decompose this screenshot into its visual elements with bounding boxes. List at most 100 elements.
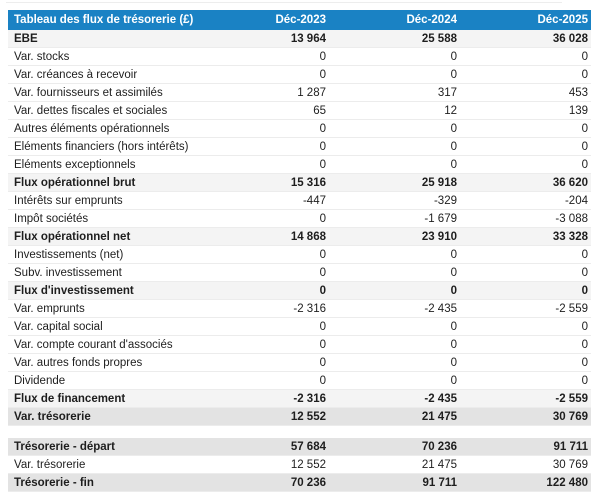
row-label: Dividende bbox=[14, 374, 66, 387]
row-value-dec-2023: 14 868 bbox=[290, 230, 326, 243]
row-value-dec-2023: 0 bbox=[319, 284, 326, 297]
table-row: Eléments financiers (hors intérêts) 0 0 … bbox=[8, 138, 591, 156]
row-label: Var. fournisseurs et assimilés bbox=[14, 86, 163, 99]
column-header-dec-2023: Déc-2023 bbox=[275, 14, 326, 26]
row-value-dec-2025: 33 328 bbox=[552, 230, 588, 243]
table-row: Var. fournisseurs et assimilés 1 287 317… bbox=[8, 84, 591, 102]
row-value-dec-2024: 0 bbox=[450, 338, 457, 351]
row-value-dec-2024: 0 bbox=[450, 158, 457, 171]
row-value-dec-2023: 65 bbox=[313, 104, 326, 117]
row-value-dec-2023: 12 552 bbox=[290, 458, 326, 471]
row-value-dec-2023: 0 bbox=[319, 338, 326, 351]
row-value-dec-2025: 91 711 bbox=[553, 440, 588, 453]
row-value-dec-2024: 25 918 bbox=[421, 176, 457, 189]
table-row: Intérêts sur emprunts -447 -329 -204 bbox=[8, 192, 591, 210]
row-value-dec-2024: -2 435 bbox=[424, 302, 457, 315]
row-value-dec-2023: 0 bbox=[319, 50, 326, 63]
row-value-dec-2024: 25 588 bbox=[421, 32, 457, 45]
section-gap bbox=[8, 426, 591, 438]
row-value-dec-2023: 13 964 bbox=[290, 32, 326, 45]
row-value-dec-2023: -2 316 bbox=[293, 302, 326, 315]
row-value-dec-2024: 0 bbox=[450, 374, 457, 387]
row-label: Var. trésorerie bbox=[14, 410, 91, 423]
row-value-dec-2025: 0 bbox=[581, 320, 588, 333]
table-row: Var. compte courant d'associés 0 0 0 bbox=[8, 336, 591, 354]
table-row: Investissements (net) 0 0 0 bbox=[8, 246, 591, 264]
row-value-dec-2025: -3 088 bbox=[555, 212, 588, 225]
row-label: Investissements (net) bbox=[14, 248, 124, 261]
row-value-dec-2025: 0 bbox=[581, 140, 588, 153]
row-value-dec-2025: 0 bbox=[581, 356, 588, 369]
table-row: Impôt sociétés 0 -1 679 -3 088 bbox=[8, 210, 591, 228]
row-value-dec-2025: -204 bbox=[564, 194, 588, 207]
top-divider bbox=[6, 2, 562, 3]
row-label: Var. trésorerie bbox=[14, 458, 86, 471]
row-label: Var. capital social bbox=[14, 320, 103, 333]
table-row: Var. stocks 0 0 0 bbox=[8, 48, 591, 66]
row-value-dec-2024: -329 bbox=[433, 194, 457, 207]
row-value-dec-2023: 0 bbox=[319, 356, 326, 369]
table-row: Flux opérationnel net 14 868 23 910 33 3… bbox=[8, 228, 591, 246]
row-value-dec-2023: -447 bbox=[302, 194, 326, 207]
table-row: Flux opérationnel brut 15 316 25 918 36 … bbox=[8, 174, 591, 192]
column-header-dec-2024: Déc-2024 bbox=[406, 14, 457, 26]
row-value-dec-2024: 23 910 bbox=[421, 230, 457, 243]
row-value-dec-2023: 15 316 bbox=[290, 176, 326, 189]
row-label: Var. créances à recevoir bbox=[14, 68, 138, 81]
row-value-dec-2025: 30 769 bbox=[552, 458, 588, 471]
row-value-dec-2025: 139 bbox=[568, 104, 588, 117]
row-value-dec-2025: 0 bbox=[581, 284, 588, 297]
row-value-dec-2025: 36 620 bbox=[552, 176, 588, 189]
row-value-dec-2025: 122 480 bbox=[546, 476, 588, 489]
row-label: Impôt sociétés bbox=[14, 212, 89, 225]
row-label: Flux de financement bbox=[14, 392, 126, 405]
table-row: Flux de financement -2 316 -2 435 -2 559 bbox=[8, 390, 591, 408]
row-value-dec-2024: 0 bbox=[450, 266, 457, 279]
row-label: Eléments financiers (hors intérêts) bbox=[14, 140, 189, 153]
row-label: Subv. investissement bbox=[14, 266, 122, 279]
table-row: Eléments exceptionnels 0 0 0 bbox=[8, 156, 591, 174]
row-value-dec-2025: 0 bbox=[581, 374, 588, 387]
row-value-dec-2024: 12 bbox=[444, 104, 457, 117]
row-label: Var. stocks bbox=[14, 50, 70, 63]
row-value-dec-2024: 0 bbox=[450, 284, 457, 297]
row-label: Var. autres fonds propres bbox=[14, 356, 143, 369]
row-value-dec-2023: -2 316 bbox=[293, 392, 326, 405]
row-value-dec-2024: -2 435 bbox=[424, 392, 457, 405]
row-value-dec-2025: 0 bbox=[581, 122, 588, 135]
row-value-dec-2025: 36 028 bbox=[552, 32, 588, 45]
row-value-dec-2024: 0 bbox=[450, 122, 457, 135]
table-header-row: Tableau des flux de trésorerie (£) Déc-2… bbox=[8, 10, 591, 30]
table-row: Var. trésorerie 12 552 21 475 30 769 bbox=[8, 456, 591, 474]
row-value-dec-2025: 0 bbox=[581, 158, 588, 171]
row-value-dec-2025: 30 769 bbox=[552, 410, 588, 423]
row-value-dec-2023: 0 bbox=[319, 248, 326, 261]
table-summary: Trésorerie - départ 57 684 70 236 91 711… bbox=[8, 438, 591, 492]
row-label: Eléments exceptionnels bbox=[14, 158, 136, 171]
row-label: Autres éléments opérationnels bbox=[14, 122, 170, 135]
table-body: EBE 13 964 25 588 36 028 Var. stocks 0 0… bbox=[8, 30, 591, 426]
row-value-dec-2025: 0 bbox=[581, 266, 588, 279]
row-value-dec-2024: 70 236 bbox=[421, 440, 457, 453]
row-value-dec-2024: 21 475 bbox=[421, 458, 457, 471]
table-row: Var. capital social 0 0 0 bbox=[8, 318, 591, 336]
row-value-dec-2023: 12 552 bbox=[290, 410, 326, 423]
column-header-dec-2025: Déc-2025 bbox=[537, 14, 588, 26]
row-value-dec-2024: 0 bbox=[450, 248, 457, 261]
row-value-dec-2023: 0 bbox=[319, 158, 326, 171]
row-label: Var. emprunts bbox=[14, 302, 85, 315]
table-row: Subv. investissement 0 0 0 bbox=[8, 264, 591, 282]
row-label: EBE bbox=[14, 32, 38, 45]
row-value-dec-2023: 70 236 bbox=[290, 476, 326, 489]
row-value-dec-2024: 21 475 bbox=[421, 410, 457, 423]
row-value-dec-2023: 0 bbox=[319, 212, 326, 225]
table-row: Trésorerie - départ 57 684 70 236 91 711 bbox=[8, 438, 591, 456]
row-label: Flux opérationnel net bbox=[14, 230, 131, 243]
row-value-dec-2025: -2 559 bbox=[555, 302, 588, 315]
row-value-dec-2025: 0 bbox=[581, 50, 588, 63]
cashflow-table: Tableau des flux de trésorerie (£) Déc-2… bbox=[8, 10, 591, 492]
table-title: Tableau des flux de trésorerie (£) bbox=[14, 14, 194, 26]
row-value-dec-2024: 91 711 bbox=[422, 476, 457, 489]
row-label: Var. compte courant d'associés bbox=[14, 338, 173, 351]
